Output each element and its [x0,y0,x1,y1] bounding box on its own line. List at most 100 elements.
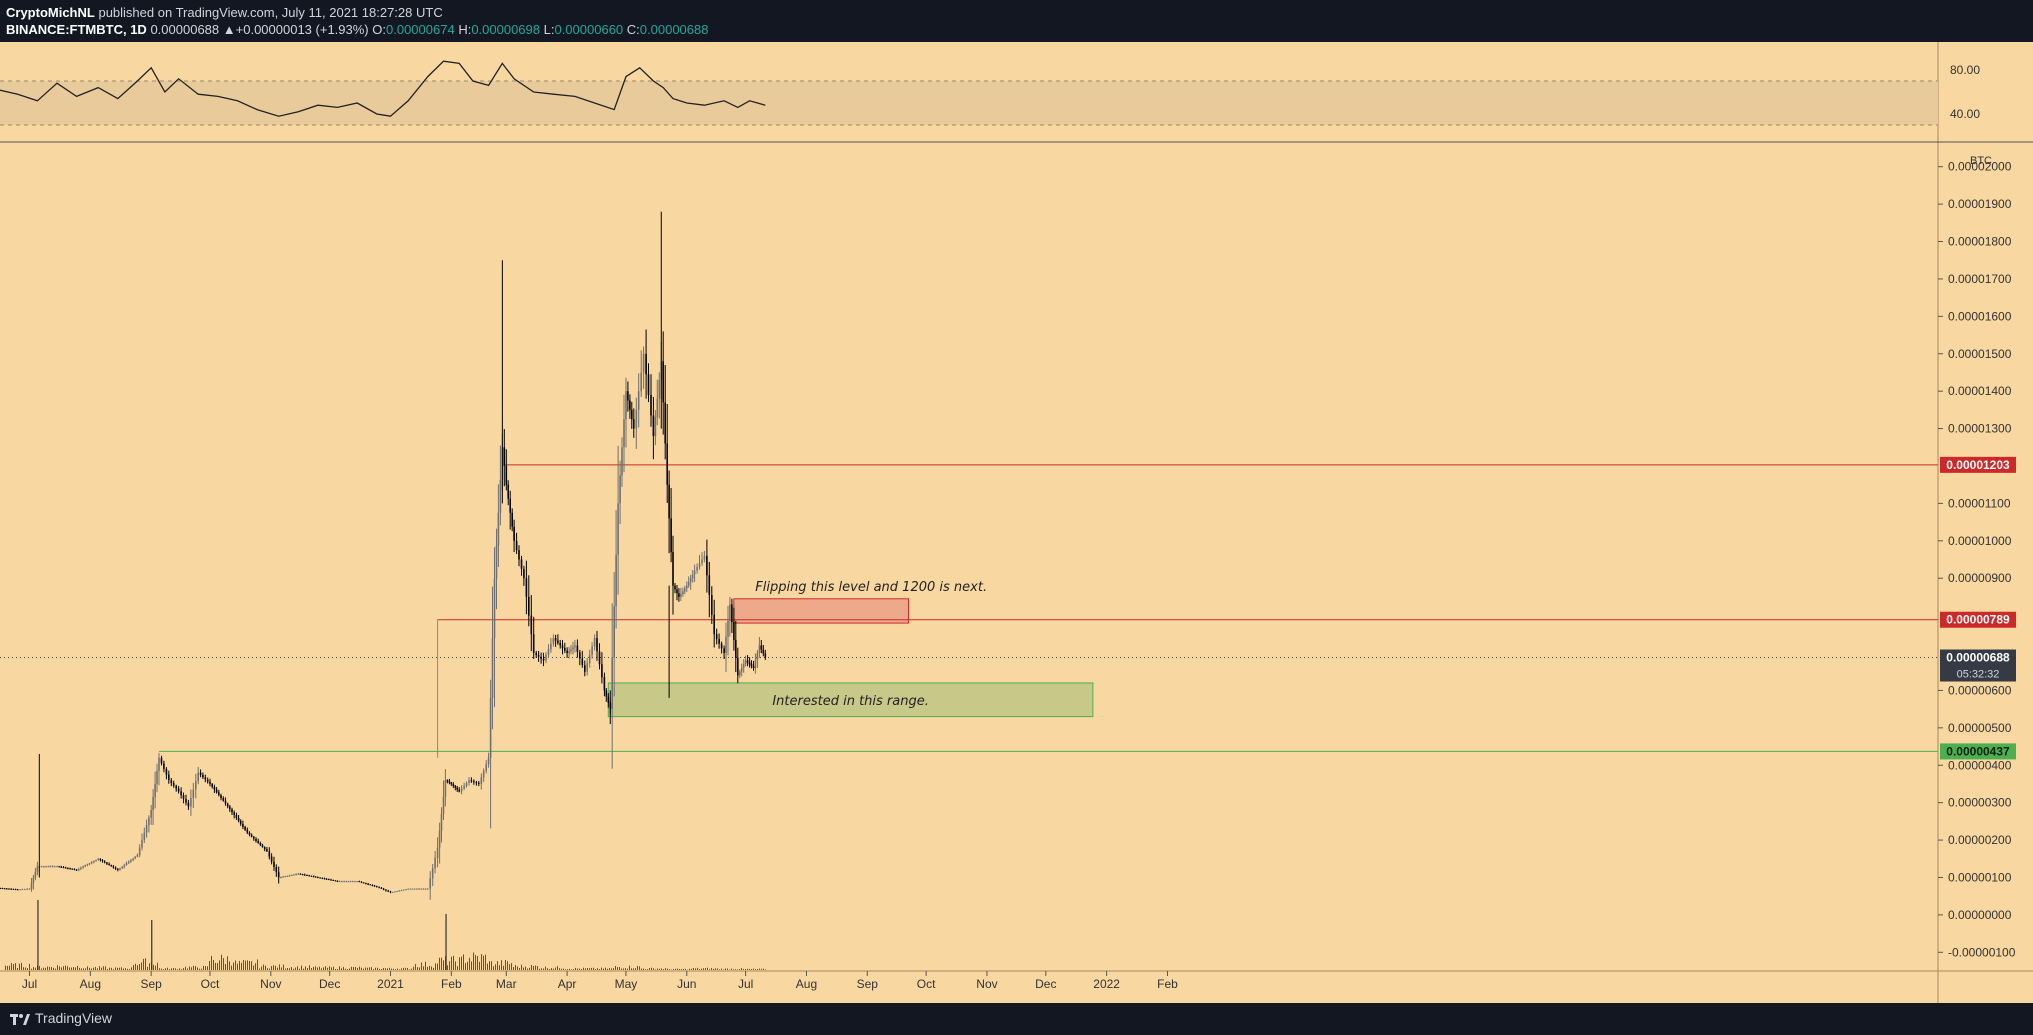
candle-body [152,797,154,811]
change-value: +0.00000013 (+1.93%) [235,22,369,37]
volume-bar [21,962,22,970]
candle-body [680,594,682,597]
volume-bar [241,962,242,970]
candle-body [1,888,4,890]
candle-body [561,645,564,648]
volume-bar [133,965,134,970]
volume-bar [285,968,286,970]
volume-bar [671,969,672,970]
candle-body [125,863,128,865]
candle-body [341,881,343,883]
volume-bar [111,967,112,970]
volume-bar [43,967,44,970]
current-price-tag [1940,649,2016,682]
time-tick-label: Jul [22,977,37,991]
candle-body [598,651,601,665]
volume-bar [331,967,332,970]
volume-bar [565,969,566,970]
price-axis[interactable] [1938,42,2033,1003]
volume-bar [669,969,670,970]
candle-body [209,781,211,784]
candle-body [378,886,380,888]
candle-body [56,866,58,868]
candle-body [19,889,21,891]
volume-bar [465,963,466,970]
volume-bar [745,969,746,970]
volume-bar [327,967,328,970]
candle-body [95,859,97,861]
candle-body [666,443,668,485]
candle-body [750,664,753,667]
rsi-tick-label: 80.00 [1950,63,1980,77]
candle-body [631,409,633,420]
volume-bar [17,968,18,970]
volume-bar [383,968,384,970]
author-name[interactable]: CryptoMichNL [6,5,95,20]
candle-body [758,645,761,653]
candle-body [668,484,670,519]
candle-body [317,877,319,879]
volume-bar [139,964,140,970]
candle-body [427,888,429,890]
volume-bar [307,968,308,970]
candle-body [257,840,259,843]
volume-bar [57,965,58,970]
candle-body [270,856,273,862]
candle-body [487,757,490,765]
volume-bar [399,969,400,970]
volume-bar [579,968,580,970]
candle-body [385,889,387,891]
volume-bar [751,969,752,970]
candle-body [470,780,473,782]
volume-bar [237,963,238,970]
volume-bar [479,961,480,970]
volume-bar [501,960,502,970]
footer-bar: TradingView [0,1003,2033,1035]
candle-body [235,815,238,818]
candle-body [288,875,291,877]
candle-body [62,867,65,869]
chart-canvas[interactable]: 80.00 40.00 Flipping this level and 1200 … [0,42,2033,1003]
candle-body [310,875,313,877]
volume-bar [733,969,734,970]
volume-bar [201,968,202,970]
volume-bar [29,963,30,970]
price-tick-label: 0.00001400 [1948,384,2012,398]
candle-body [168,774,170,781]
volume-bar [109,967,110,970]
volume-bar [315,966,316,970]
time-tick-label: Nov [976,977,997,991]
green-level-price-label: 0.00000437 [1946,744,2010,758]
candle-body [380,887,383,889]
candle-body [286,875,289,877]
candle-body [625,391,627,420]
volume-bar [229,961,230,970]
volume-bar [747,968,748,970]
low-value: 0.00000660 [554,22,624,37]
candle-body [468,780,470,783]
candle-body [127,861,130,864]
volume-bar [321,968,322,970]
tradingview-brand[interactable]: TradingView [10,1010,112,1026]
green-support-zone [607,682,1094,718]
candle-body [45,866,47,868]
candle-body [576,645,579,652]
candle-body [489,697,492,758]
volume-bar [615,966,616,970]
time-tick-label: Sep [140,977,162,991]
volume-bar [343,966,344,970]
symbol-label[interactable]: BINANCE:FTMBTC, 1D [6,22,147,37]
volume-bar [333,966,334,970]
candle-body [336,880,339,882]
candle-body [480,777,483,784]
candle-body [323,878,326,880]
volume-bar [415,964,416,970]
candle-body [119,868,121,870]
candle-body [711,595,713,615]
volume-bar [179,968,180,970]
volume-bar [379,968,380,970]
candle-body [752,666,755,668]
volume-bar [131,967,132,970]
volume-bar [755,969,756,970]
candle-body [273,861,275,867]
